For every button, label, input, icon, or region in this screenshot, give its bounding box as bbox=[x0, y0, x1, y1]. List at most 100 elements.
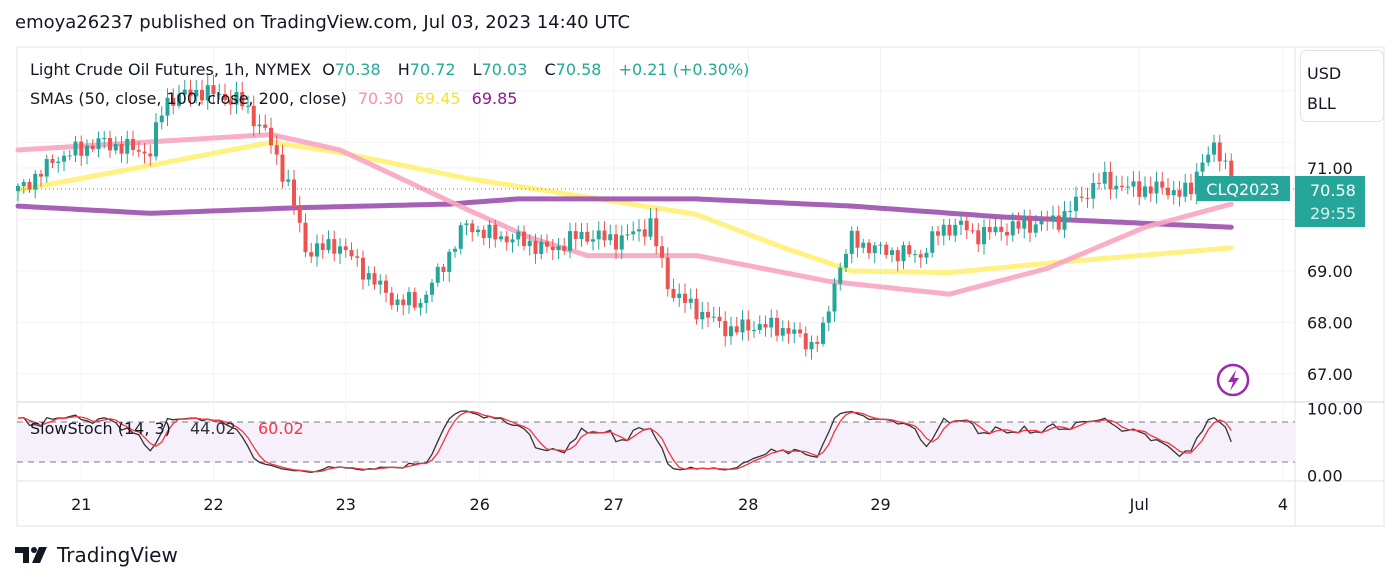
candle bbox=[131, 130, 135, 156]
candle-body bbox=[246, 105, 250, 107]
candle-body bbox=[1091, 183, 1096, 199]
candle bbox=[493, 219, 498, 248]
candle-body bbox=[205, 85, 210, 101]
candle bbox=[970, 223, 975, 234]
candle-body bbox=[809, 341, 814, 350]
tradingview-logo[interactable]: TradingView bbox=[15, 543, 178, 567]
candle bbox=[412, 287, 417, 311]
candle bbox=[993, 218, 998, 236]
candle bbox=[458, 222, 463, 255]
candle-body bbox=[884, 244, 889, 255]
candle bbox=[79, 135, 84, 166]
candle bbox=[964, 213, 969, 240]
candle-body bbox=[228, 99, 233, 105]
candle bbox=[504, 230, 509, 251]
candle bbox=[1217, 134, 1222, 172]
candle-body bbox=[131, 138, 135, 150]
candle bbox=[913, 250, 917, 263]
candle-body bbox=[384, 280, 388, 293]
candle-body bbox=[832, 283, 837, 312]
candle bbox=[1062, 201, 1067, 238]
candle-body bbox=[85, 145, 89, 156]
candle-body bbox=[688, 298, 693, 303]
candle bbox=[205, 75, 210, 110]
candle bbox=[608, 224, 613, 246]
sma100-line bbox=[15, 139, 1234, 275]
time-tick-label: 29 bbox=[870, 495, 890, 514]
time-tick-label: 27 bbox=[604, 495, 624, 514]
candle bbox=[959, 214, 963, 235]
candle-body bbox=[280, 154, 285, 182]
stoch-label: SlowStoch (14, 3) bbox=[30, 419, 171, 438]
candle bbox=[786, 320, 791, 344]
candle bbox=[154, 113, 158, 161]
stoch-d-value: 60.02 bbox=[258, 419, 304, 438]
candle-body bbox=[355, 256, 360, 258]
candle-body bbox=[67, 155, 72, 157]
candle-body bbox=[556, 246, 561, 251]
candle-body bbox=[792, 329, 797, 334]
candle bbox=[798, 322, 802, 338]
candle bbox=[1051, 205, 1055, 230]
sma200-value: 69.85 bbox=[471, 89, 518, 108]
candle bbox=[740, 310, 745, 341]
candle-body bbox=[407, 292, 411, 306]
candle-body bbox=[838, 267, 843, 284]
candle bbox=[757, 315, 762, 334]
lightning-icon[interactable] bbox=[1216, 363, 1250, 397]
candle bbox=[211, 74, 216, 104]
candle bbox=[240, 81, 245, 111]
candle bbox=[182, 79, 187, 103]
candle-body bbox=[970, 230, 975, 232]
candle-body bbox=[1051, 215, 1055, 221]
candle bbox=[1148, 176, 1153, 202]
candle-body bbox=[631, 231, 636, 235]
candle-body bbox=[435, 266, 440, 283]
candle-body bbox=[79, 141, 84, 156]
candle bbox=[930, 226, 935, 258]
candle-body bbox=[332, 239, 337, 254]
candle-body bbox=[775, 317, 779, 336]
candle-body bbox=[269, 127, 273, 146]
candle-body bbox=[188, 89, 193, 97]
candle-body bbox=[1068, 210, 1073, 212]
candle bbox=[1143, 176, 1147, 200]
candle-body bbox=[1189, 182, 1193, 195]
candle-body bbox=[608, 234, 613, 241]
candle-body bbox=[510, 239, 515, 243]
candle bbox=[901, 241, 906, 270]
candle bbox=[102, 130, 107, 149]
candle-body bbox=[481, 229, 486, 239]
candle-body bbox=[913, 254, 917, 256]
candle bbox=[1154, 171, 1159, 204]
close-value: 70.58 bbox=[555, 60, 602, 79]
candle-body bbox=[50, 159, 55, 163]
time-tick-label: Jul bbox=[1129, 495, 1149, 514]
candle bbox=[821, 316, 825, 347]
candle-body bbox=[614, 234, 618, 250]
candle-body bbox=[539, 241, 544, 254]
candle bbox=[884, 242, 889, 259]
price-tick-label: 67.00 bbox=[1307, 365, 1353, 384]
candle bbox=[441, 263, 446, 282]
candle-body bbox=[1085, 197, 1090, 199]
candle-body bbox=[441, 266, 446, 272]
candle-body bbox=[251, 105, 256, 127]
candle-body bbox=[96, 138, 101, 150]
candle bbox=[395, 293, 400, 312]
candle bbox=[683, 283, 687, 313]
currency-unit-button[interactable]: USD BLL bbox=[1300, 50, 1384, 122]
candle-body bbox=[1074, 196, 1078, 211]
candle-body bbox=[522, 231, 526, 247]
candle bbox=[234, 81, 239, 114]
brand-name: TradingView bbox=[57, 543, 178, 567]
price-tick-label: 68.00 bbox=[1307, 314, 1353, 333]
candle-body bbox=[1114, 185, 1119, 190]
time-tick-label: 26 bbox=[470, 495, 490, 514]
candle-body bbox=[159, 115, 164, 123]
candle bbox=[315, 234, 319, 267]
candle-body bbox=[464, 223, 469, 226]
candle bbox=[890, 247, 894, 263]
candle-body bbox=[1229, 160, 1234, 190]
